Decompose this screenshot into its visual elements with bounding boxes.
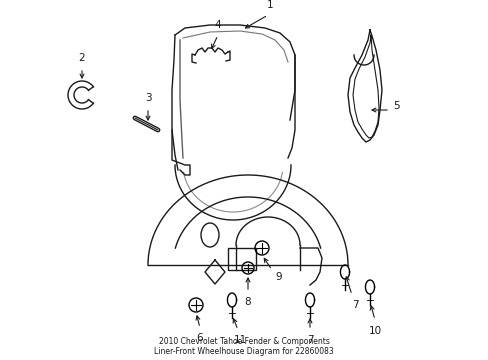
Text: 11: 11 [233,335,246,345]
Text: 7: 7 [351,300,358,310]
Text: 2010 Chevrolet Tahoe Fender & Components
Liner-Front Wheelhouse Diagram for 2286: 2010 Chevrolet Tahoe Fender & Components… [154,337,333,356]
Text: 8: 8 [244,297,251,307]
Text: 7: 7 [306,335,313,345]
Bar [227,248,256,270]
Text: 6: 6 [196,333,203,343]
Text: 10: 10 [367,326,381,336]
Text: 9: 9 [274,272,281,282]
Text: 1: 1 [266,0,273,10]
Text: 5: 5 [392,101,399,111]
Text: 2: 2 [79,53,85,63]
Text: 4: 4 [214,20,221,30]
Text: 3: 3 [144,93,151,103]
